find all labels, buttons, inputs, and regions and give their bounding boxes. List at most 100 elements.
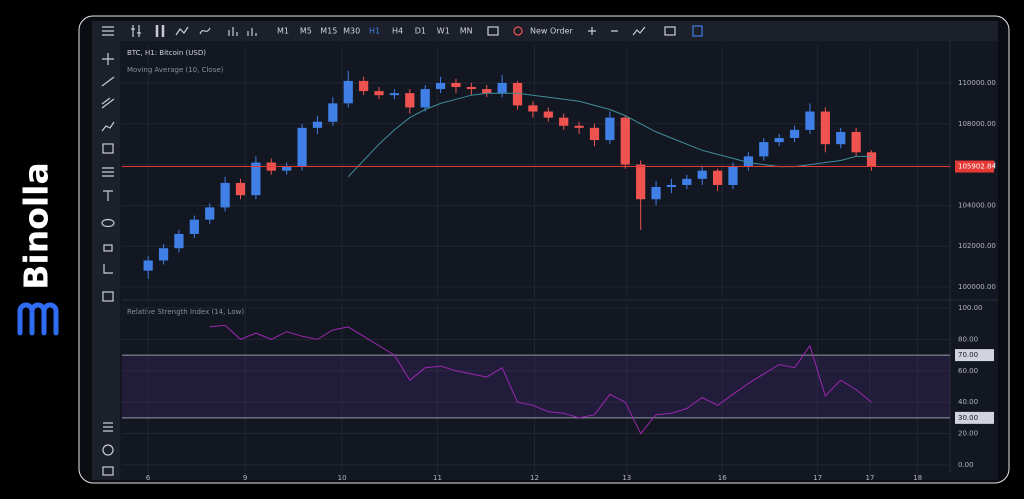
history[interactable] — [102, 444, 114, 456]
eye[interactable] — [101, 218, 115, 228]
candle-body — [528, 105, 538, 112]
menu[interactable] — [102, 26, 114, 36]
y-tick-label: 100000.00 — [958, 283, 996, 291]
rsi-pane: 100.00 80.00 60.00 40.00 20.00 0.00 6 9 10 11 12 13… — [122, 303, 994, 482]
app — [92, 21, 998, 480]
list[interactable] — [103, 422, 113, 432]
brand-icon — [17, 302, 59, 336]
candle-body — [374, 91, 384, 96]
shape[interactable] — [102, 143, 114, 154]
band-label: 70.00 — [958, 351, 978, 359]
candle-body — [512, 82, 523, 106]
candle-body — [789, 129, 800, 139]
toolbar — [92, 21, 998, 41]
volume[interactable] — [228, 27, 257, 36]
price-pane: 110000.00108000.00106000.00104000.001020… — [122, 45, 996, 298]
timeframe[interactable]: H4 — [392, 27, 403, 36]
candle-body — [712, 170, 723, 185]
timeframe[interactable]: D1 — [415, 27, 426, 36]
band-fill — [122, 355, 950, 418]
candle-body — [559, 117, 569, 126]
candle-body — [543, 111, 553, 118]
bars[interactable] — [131, 25, 141, 37]
x-tick-label: 13 — [622, 474, 631, 482]
objects[interactable] — [692, 25, 703, 37]
last-price-label: 105902.84 — [958, 163, 996, 171]
candle-body — [343, 80, 353, 104]
chart-title: BTC, H1: Bitcoin (USD) — [127, 49, 206, 57]
y-tick-label: 100.00 — [958, 304, 983, 312]
y-tick-label: 108000.00 — [958, 120, 996, 128]
candle-body — [682, 178, 692, 185]
band-tag — [955, 411, 994, 424]
indicators[interactable] — [632, 26, 646, 36]
trend-line[interactable] — [101, 76, 115, 87]
area[interactable] — [199, 27, 211, 35]
path-tool[interactable] — [101, 121, 115, 132]
toolbar-icons — [101, 25, 703, 476]
x-tick-label: 12 — [530, 474, 539, 482]
candle-body — [620, 117, 630, 165]
candle-body — [605, 117, 615, 141]
band-tag — [955, 349, 994, 362]
timeframe[interactable]: M15 — [320, 27, 337, 36]
channel[interactable] — [101, 97, 115, 109]
lock[interactable] — [103, 244, 113, 252]
rsi-line — [209, 324, 872, 435]
rsi-legend: Relative Strength Index (14, Low) — [127, 308, 244, 316]
candle-body — [636, 164, 646, 200]
template[interactable] — [664, 26, 676, 36]
candles[interactable] — [155, 25, 165, 37]
overlay-legend: Moving Average (10, Close) — [127, 66, 224, 74]
candle-body — [282, 166, 292, 171]
candle-body — [359, 80, 369, 92]
y-tick-label: 110000.00 — [958, 79, 996, 87]
timeframe[interactable]: H1 — [369, 27, 380, 36]
timeframe[interactable]: M1 — [277, 27, 289, 36]
candle-body — [405, 93, 415, 108]
order-icon[interactable] — [513, 26, 523, 36]
text-tool[interactable] — [103, 190, 113, 201]
candle-body — [143, 260, 153, 271]
candle-body — [251, 162, 261, 196]
new-order[interactable]: New Order — [530, 27, 573, 36]
y-tick-label: 104000.00 — [958, 201, 996, 209]
candle-body — [697, 170, 707, 179]
line[interactable] — [175, 26, 189, 36]
last-price-tag — [955, 160, 994, 173]
band-label: 30.00 — [958, 414, 978, 422]
layers[interactable] — [102, 291, 114, 302]
screenshot[interactable] — [487, 26, 499, 36]
calendar[interactable] — [102, 466, 114, 476]
candle-body — [435, 82, 446, 90]
candle-body — [666, 184, 677, 188]
timeframe[interactable]: M30 — [343, 27, 360, 36]
side-toolbar — [92, 41, 120, 480]
timeframe[interactable]: W1 — [437, 27, 450, 36]
x-tick-label: 16 — [718, 474, 727, 482]
candle-body — [420, 89, 430, 108]
candle-body — [205, 207, 215, 220]
candle-body — [759, 142, 769, 157]
candle-body — [328, 103, 338, 122]
fib[interactable] — [102, 167, 114, 177]
zoom[interactable] — [588, 27, 618, 35]
magnet[interactable] — [103, 264, 113, 274]
x-tick-label: 6 — [146, 474, 151, 482]
candle-body — [451, 82, 461, 88]
candle-body — [851, 131, 861, 153]
timeframe[interactable]: M5 — [300, 27, 312, 36]
x-tick-label: 9 — [243, 474, 247, 482]
timeframe[interactable]: MN — [460, 27, 473, 36]
x-tick-label: 17 — [866, 474, 875, 482]
crosshair[interactable] — [102, 53, 114, 65]
candle-body — [743, 156, 754, 167]
candle-body — [774, 138, 784, 143]
candle-body — [389, 93, 400, 96]
candle-body — [297, 127, 307, 167]
x-tick-label: 17 — [813, 474, 822, 482]
y-tick-label: 0.00 — [958, 461, 974, 469]
y-tick-label: 80.00 — [958, 335, 978, 343]
candle-body — [235, 182, 246, 196]
